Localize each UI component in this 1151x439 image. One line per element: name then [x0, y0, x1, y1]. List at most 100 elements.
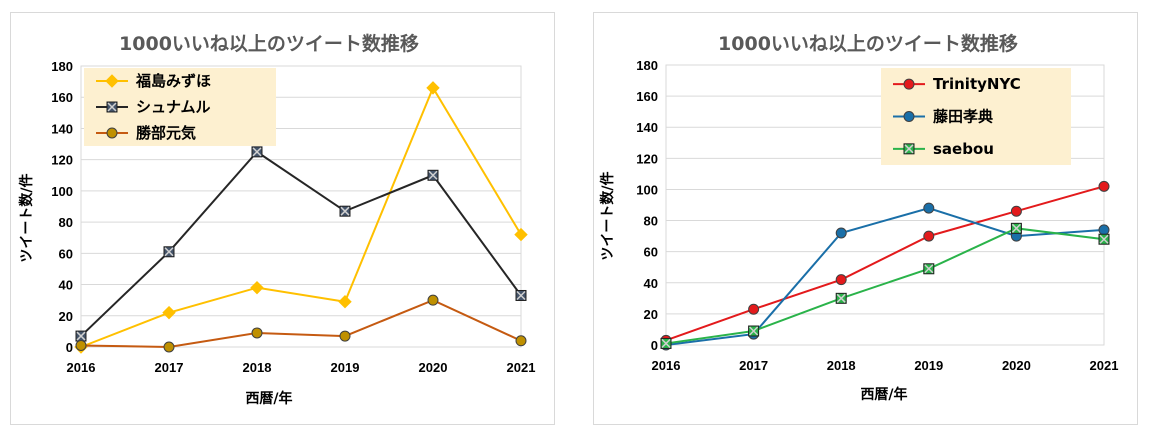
- legend-marker: [903, 143, 915, 155]
- data-point-cross: [924, 264, 934, 274]
- data-point: [923, 202, 935, 214]
- series-2: [75, 146, 527, 342]
- x-tick-label: 2019: [914, 358, 943, 373]
- data-point-cross: [1099, 234, 1109, 244]
- y-tick-label: 60: [59, 246, 73, 261]
- x-tick-label: 2018: [827, 358, 856, 373]
- legend-label: saebou: [933, 140, 994, 158]
- chart-left-panel: 1000いいね以上のツイート数推移 西暦/年 ツイート数/件 0 20 40 60 80…: [10, 12, 555, 425]
- legend-item: TrinityNYC: [893, 75, 1021, 93]
- x-tick-label: 2017: [739, 358, 768, 373]
- x-tick-label: 2021: [1090, 358, 1119, 373]
- chart-right-panel: 1000いいね以上のツイート数推移 西暦/年 ツイート数/件 0 20 40 60 80…: [593, 12, 1138, 425]
- data-point: [338, 295, 352, 309]
- legend-item: 福島みずほ: [96, 72, 211, 90]
- series-3: [660, 222, 1110, 349]
- data-point-cross: [164, 247, 174, 257]
- y-tick-label: 120: [51, 153, 73, 168]
- y-tick-label: 100: [51, 184, 73, 199]
- legend-item: シュナムル: [96, 98, 211, 116]
- data-point-cross: [428, 170, 438, 180]
- series-1: [660, 180, 1110, 346]
- data-point: [427, 169, 439, 181]
- legend-label: シュナムル: [136, 98, 211, 116]
- data-point: [1010, 205, 1022, 217]
- data-point: [835, 227, 847, 239]
- data-point: [339, 330, 351, 342]
- y-tick-label: 140: [636, 120, 658, 135]
- data-point: [835, 292, 847, 304]
- series-line: [80, 150, 522, 337]
- y-tick-label: 180: [636, 58, 658, 73]
- x-tick-label: 2020: [1002, 358, 1031, 373]
- chart-right-svg: 1000いいね以上のツイート数推移 西暦/年 ツイート数/件 0 20 40 60 80…: [599, 32, 1119, 403]
- chart-title: 1000いいね以上のツイート数推移: [718, 32, 1018, 55]
- series-3: [75, 294, 527, 353]
- data-point: [75, 339, 87, 351]
- data-point-cross: [661, 338, 671, 348]
- y-tick-label: 20: [59, 309, 73, 324]
- legend-marker: [903, 111, 915, 122]
- data-point: [427, 294, 439, 306]
- x-axis-label: 西暦/年: [860, 386, 907, 403]
- data-point: [162, 305, 176, 320]
- data-point: [251, 327, 263, 339]
- data-point: [163, 341, 175, 353]
- data-point: [835, 274, 847, 286]
- chart-title: 1000いいね以上のツイート数推移: [119, 32, 419, 55]
- y-tick-label: 80: [644, 214, 658, 229]
- legend-label: TrinityNYC: [933, 75, 1021, 93]
- chart-left-svg: 1000いいね以上のツイート数推移 西暦/年 ツイート数/件 0 20 40 60 80…: [18, 32, 535, 407]
- legend: TrinityNYC 藤田孝典 saebou: [881, 68, 1071, 165]
- y-tick-label: 0: [66, 340, 73, 355]
- data-point: [660, 337, 672, 349]
- legend-label: 藤田孝典: [933, 108, 993, 126]
- y-tick-label: 80: [59, 215, 73, 230]
- x-axis-label: 西暦/年: [245, 390, 292, 407]
- data-point: [339, 205, 351, 217]
- legend-label: 福島みずほ: [135, 72, 211, 90]
- series-line: [665, 207, 1105, 346]
- legend-item: 勝部元気: [96, 124, 196, 142]
- data-point: [250, 280, 264, 295]
- y-tick-label: 20: [644, 307, 658, 322]
- data-point-cross: [516, 290, 526, 301]
- y-tick-label: 160: [51, 90, 73, 105]
- legend-item: saebou: [893, 140, 994, 158]
- y-tick-label: 100: [636, 182, 658, 197]
- y-tick-label: 40: [59, 278, 73, 293]
- series-line: [80, 85, 522, 348]
- x-tick-label: 2020: [419, 360, 448, 375]
- data-point: [1098, 224, 1110, 236]
- y-tick-label: 40: [644, 276, 658, 291]
- legend-marker-cross: [904, 144, 914, 154]
- series-line: [80, 299, 522, 349]
- data-point: [251, 146, 263, 158]
- series-line: [665, 227, 1105, 345]
- legend-marker: [106, 127, 118, 139]
- x-tick-label: 2018: [243, 360, 272, 375]
- data-point: [515, 335, 527, 347]
- data-point-cross: [252, 147, 262, 157]
- legend-label: 勝部元気: [136, 124, 196, 142]
- y-tick-label: 180: [51, 59, 73, 74]
- data-point: [514, 227, 528, 242]
- data-point: [1098, 233, 1110, 245]
- legend-marker: [106, 101, 118, 113]
- data-point: [923, 263, 935, 275]
- legend-marker: [903, 78, 915, 90]
- legend-item: 藤田孝典: [893, 108, 993, 126]
- y-tick-label: 60: [644, 245, 658, 260]
- data-point: [1098, 180, 1110, 192]
- y-tick-label: 160: [636, 89, 658, 104]
- y-axis-label: ツイート数/件: [18, 173, 35, 262]
- data-point-cross: [340, 206, 350, 216]
- x-tick-label: 2019: [331, 360, 360, 375]
- x-tick-label: 2016: [67, 360, 96, 375]
- y-tick-label: 140: [51, 121, 73, 136]
- data-point: [163, 246, 175, 258]
- data-point: [923, 230, 935, 242]
- series-line: [665, 185, 1105, 342]
- data-point: [426, 81, 440, 95]
- data-point-cross: [749, 326, 759, 336]
